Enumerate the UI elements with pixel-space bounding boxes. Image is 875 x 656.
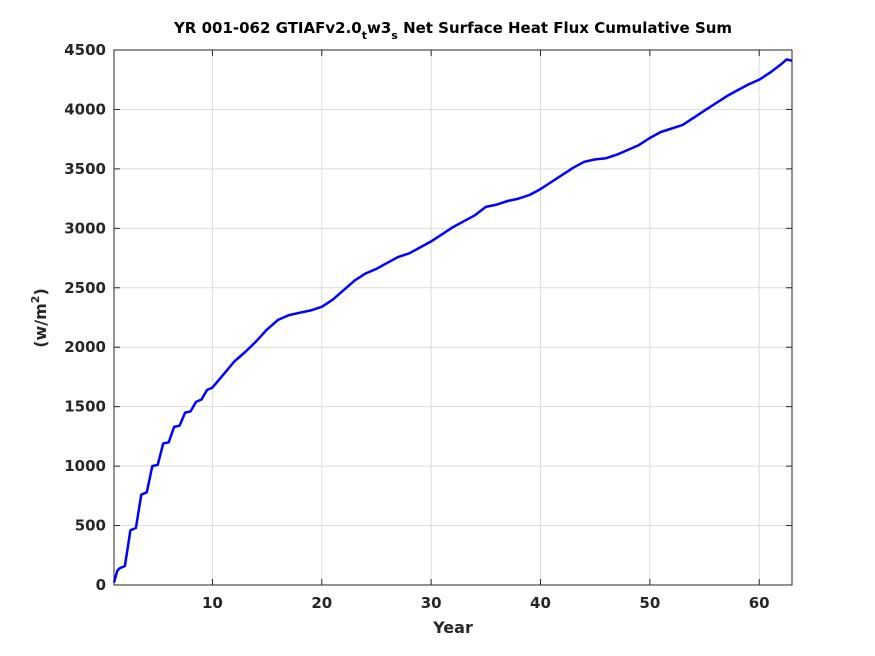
x-tick-label: 10: [202, 594, 223, 612]
y-tick-label: 1500: [64, 398, 106, 416]
x-axis-label: Year: [432, 618, 473, 637]
y-tick-label: 0: [96, 576, 106, 594]
y-tick-label: 3500: [64, 160, 106, 178]
plot-area: [113, 49, 793, 586]
y-tick-label: 500: [75, 517, 106, 535]
y-tick-label: 2000: [64, 338, 106, 356]
x-tick-label: 40: [530, 594, 551, 612]
x-tick-label: 20: [311, 594, 332, 612]
ticks: 10 20 30 40 50 60 0 500 1000 1500 2000 2500 3000 3500…: [64, 41, 792, 612]
y-tick-label: 4000: [64, 100, 106, 118]
y-tick-label: 3000: [64, 219, 106, 237]
series-line: [112, 58, 793, 583]
chart-title: YR 001-062 GTIAFv2.0tw3s Net Surface Hea…: [173, 19, 732, 42]
y-tick-label: 4500: [64, 41, 106, 59]
x-tick-label: 30: [421, 594, 442, 612]
x-tick-label: 60: [749, 594, 770, 612]
x-tick-label: 50: [639, 594, 660, 612]
y-tick-label: 1000: [64, 457, 106, 475]
y-axis-label: (w/m2): [29, 288, 50, 348]
y-tick-label: 2500: [64, 279, 106, 297]
